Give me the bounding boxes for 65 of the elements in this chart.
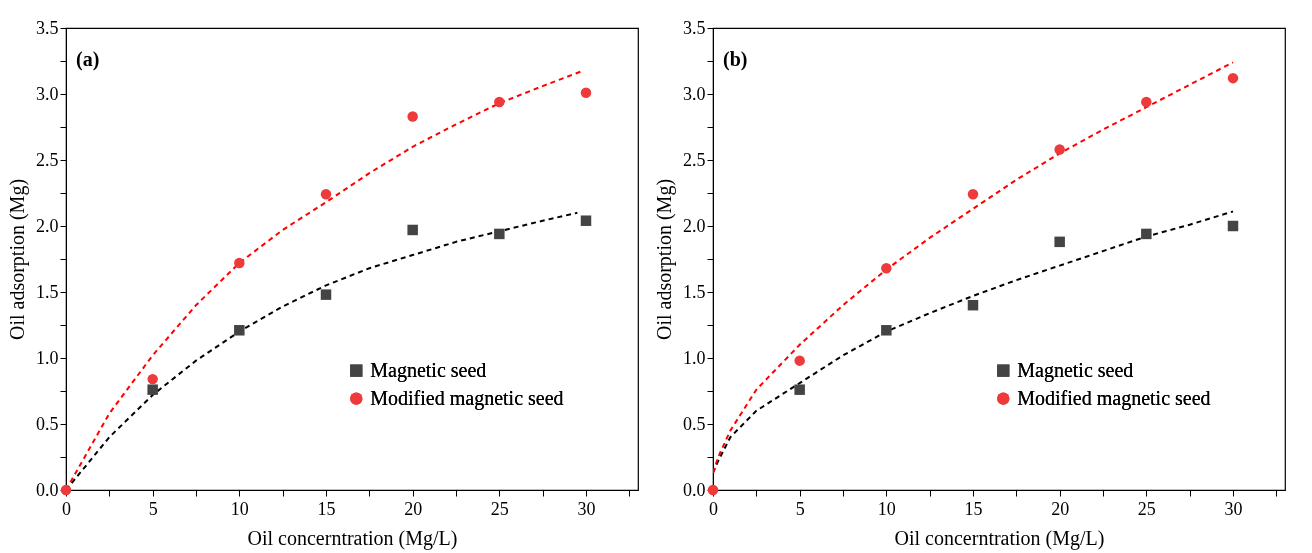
legend-label: Modified magnetic seed — [370, 386, 564, 410]
y-tick-label: 1.0 — [683, 347, 706, 368]
x-tick-label: 15 — [317, 498, 336, 519]
legend-label: Modified magnetic seed — [1017, 386, 1211, 410]
x-tick-label: 5 — [148, 498, 158, 519]
y-axis-title: Oil adsorption (Mg) — [653, 178, 676, 341]
point — [1054, 236, 1065, 248]
point — [1054, 144, 1065, 155]
x-tick-label: 20 — [1051, 498, 1070, 519]
x-tick-label: 25 — [490, 498, 509, 519]
x-tick-label: 0 — [62, 498, 71, 519]
point — [967, 189, 979, 200]
x-tick-label: 30 — [1224, 498, 1243, 519]
x-tick-label: 10 — [230, 498, 249, 519]
y-tick-label: 2.0 — [683, 215, 706, 236]
annotation: (a) — [76, 48, 100, 71]
y-tick-label: 0.0 — [683, 479, 706, 500]
y-tick-label: 3.0 — [683, 83, 706, 104]
point — [1141, 228, 1152, 240]
point — [320, 189, 332, 200]
x-tick-label: 5 — [795, 498, 805, 519]
point — [1227, 72, 1239, 84]
y-tick-label: 0.5 — [36, 413, 59, 434]
point — [1227, 220, 1239, 232]
point — [234, 257, 245, 269]
point — [407, 111, 418, 122]
y-tick-label: 0.0 — [36, 479, 59, 500]
y-tick-label: 1.5 — [683, 281, 706, 302]
point — [794, 355, 805, 366]
point — [967, 299, 979, 311]
point — [147, 384, 158, 395]
x-tick-label: 15 — [964, 498, 983, 519]
x-tick-label: 25 — [1137, 498, 1156, 519]
y-tick-label: 3.5 — [683, 17, 706, 38]
y-tick-label: 0.5 — [683, 413, 706, 434]
point — [580, 215, 592, 226]
y-tick-label: 2.5 — [683, 149, 706, 170]
x-tick-label: 30 — [577, 498, 596, 519]
point — [881, 263, 892, 274]
x-tick-label: 0 — [709, 498, 718, 519]
y-tick-label: 2.0 — [36, 215, 59, 236]
annotation: (b) — [723, 48, 748, 71]
point — [794, 384, 805, 395]
point — [580, 87, 592, 98]
x-axis-title: Oil concerntration (Mg/L) — [247, 526, 458, 550]
point — [494, 228, 505, 240]
y-tick-label: 1.0 — [36, 347, 59, 368]
point — [881, 325, 892, 336]
y-tick-label: 3.0 — [36, 83, 59, 104]
x-tick-label: 10 — [877, 498, 896, 519]
point — [234, 325, 245, 336]
point — [494, 96, 505, 108]
point — [147, 373, 158, 385]
x-axis-title: Oil concerntration (Mg/L) — [894, 526, 1105, 550]
line-series — [713, 210, 1234, 474]
point — [407, 224, 418, 236]
y-tick-label: 2.5 — [36, 149, 59, 170]
y-tick-label: 1.5 — [36, 281, 59, 302]
point — [1141, 96, 1152, 108]
point — [320, 289, 332, 300]
legend-label: Magnetic seed — [1017, 358, 1134, 382]
legend-label: Magnetic seed — [370, 358, 487, 382]
y-axis-title: Oil adsorption (Mg) — [6, 178, 29, 341]
y-tick-label: 3.5 — [36, 17, 59, 38]
x-tick-label: 20 — [404, 498, 423, 519]
